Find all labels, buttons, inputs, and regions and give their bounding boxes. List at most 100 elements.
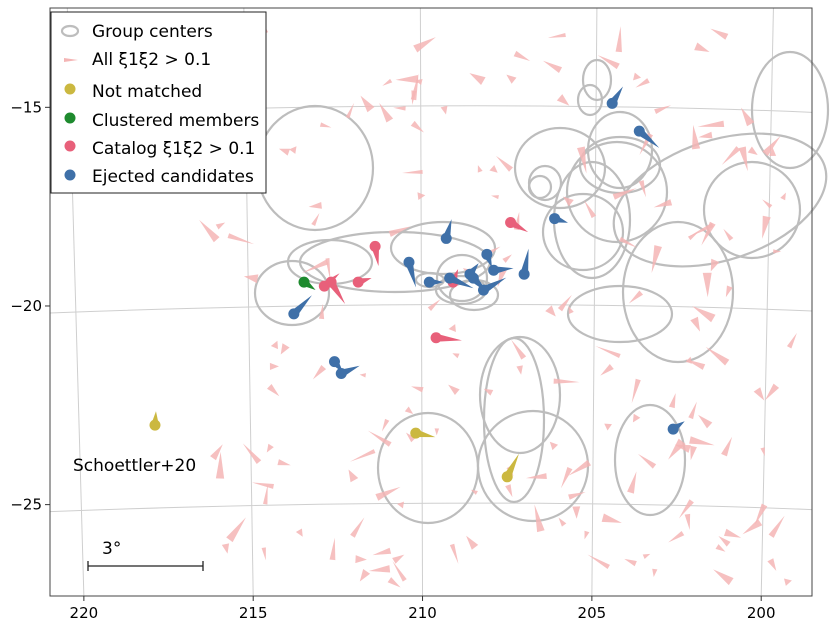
- x-tick-label: 210: [408, 604, 437, 622]
- background-arrow: [534, 504, 545, 533]
- data-point: [423, 276, 435, 288]
- group-center-ring: [376, 411, 480, 525]
- background-arrow: [199, 219, 220, 243]
- data-point: [606, 97, 618, 109]
- x-tick-label: 205: [578, 604, 607, 622]
- background-arrow: [568, 491, 586, 500]
- background-arrow: [350, 517, 365, 538]
- group-center-ring: [389, 220, 497, 276]
- background-arrow: [505, 484, 513, 498]
- background-arrow: [269, 362, 279, 371]
- background-arrow: [687, 222, 714, 238]
- background-arrow: [516, 365, 523, 375]
- background-arrow: [511, 339, 527, 360]
- marker-wedge: [405, 261, 416, 288]
- background-arrow: [697, 120, 725, 128]
- background-arrow: [210, 444, 223, 461]
- background-arrow: [698, 131, 713, 139]
- group-center-ring: [541, 192, 625, 272]
- background-arrow: [740, 107, 755, 127]
- x-tick-label: 220: [70, 604, 99, 622]
- group-center-ring: [578, 135, 662, 195]
- legend-entry-catalog: Catalog ξ1ξ2 > 0.1: [64, 139, 255, 159]
- background-arrow: [690, 316, 701, 332]
- data-point: [149, 419, 161, 431]
- group-center-ring: [566, 284, 674, 344]
- data-point: [467, 272, 479, 284]
- background-arrow: [674, 444, 691, 453]
- group-center-ring: [750, 50, 830, 170]
- data-point: [488, 264, 500, 276]
- background-arrow: [392, 561, 407, 582]
- background-arrow: [417, 192, 426, 201]
- legend-label: Group centers: [92, 22, 213, 42]
- background-arrow: [764, 383, 780, 401]
- background-arrow: [277, 459, 291, 466]
- background-arrow: [767, 558, 777, 571]
- background-arrow: [388, 226, 411, 237]
- background-arrow: [701, 221, 716, 246]
- background-arrow: [702, 272, 712, 298]
- background-arrow: [624, 558, 637, 567]
- background-arrow: [387, 577, 401, 588]
- background-arrow: [723, 228, 734, 241]
- background-arrow: [466, 535, 479, 550]
- background-arrow: [713, 569, 734, 586]
- background-arrow: [600, 364, 614, 376]
- background-arrow: [710, 28, 729, 40]
- background-arrow: [721, 146, 741, 165]
- background-arrow: [628, 290, 644, 304]
- background-arrow: [768, 515, 785, 538]
- background-arrow: [261, 547, 266, 561]
- background-arrow: [470, 489, 478, 495]
- background-arrow: [278, 148, 291, 156]
- background-arrow: [410, 120, 424, 133]
- background-arrow: [359, 373, 366, 378]
- background-arrow: [553, 378, 580, 384]
- background-arrow: [355, 555, 367, 564]
- background-arrow: [360, 95, 375, 113]
- group-center-ring: [702, 160, 802, 260]
- background-arrow: [402, 169, 423, 174]
- background-arrow: [595, 345, 621, 359]
- marker-wedge: [435, 333, 462, 342]
- background-arrow: [762, 199, 773, 209]
- data-point: [501, 471, 513, 483]
- background-arrow: [753, 387, 765, 401]
- background-arrow: [372, 547, 392, 556]
- data-point: [477, 284, 489, 296]
- legend-entry-all: All ξ1ξ2 > 0.1: [64, 50, 211, 70]
- group-center-ring: [513, 126, 607, 210]
- data-point: [505, 217, 517, 229]
- background-arrow: [440, 105, 448, 115]
- background-arrow: [392, 554, 405, 564]
- background-arrow: [687, 231, 699, 241]
- background-arrow: [760, 447, 765, 457]
- background-arrow: [506, 74, 517, 84]
- data-point: [288, 308, 300, 320]
- background-arrow: [668, 531, 685, 543]
- background-arrow: [715, 544, 726, 552]
- data-point: [430, 332, 442, 344]
- background-arrow: [597, 55, 620, 70]
- background-arrow: [572, 506, 581, 519]
- background-arrow: [654, 105, 672, 114]
- background-arrow: [382, 78, 393, 86]
- background-arrow: [632, 72, 642, 81]
- background-arrow: [710, 258, 720, 272]
- background-arrow: [577, 146, 587, 174]
- background-arrow: [762, 215, 771, 239]
- background-arrow: [319, 122, 332, 128]
- legend-entry-not-matched: Not matched: [64, 82, 202, 102]
- group-center-ring: [586, 110, 654, 190]
- background-arrow: [547, 32, 566, 38]
- group-center-ring: [253, 259, 331, 327]
- background-arrow: [685, 356, 692, 364]
- background-arrow: [638, 180, 646, 198]
- background-arrow: [689, 436, 715, 446]
- background-arrow: [694, 42, 710, 53]
- background-arrow: [411, 386, 424, 393]
- background-arrow: [359, 569, 371, 582]
- grid-line-ra: [419, 7, 424, 597]
